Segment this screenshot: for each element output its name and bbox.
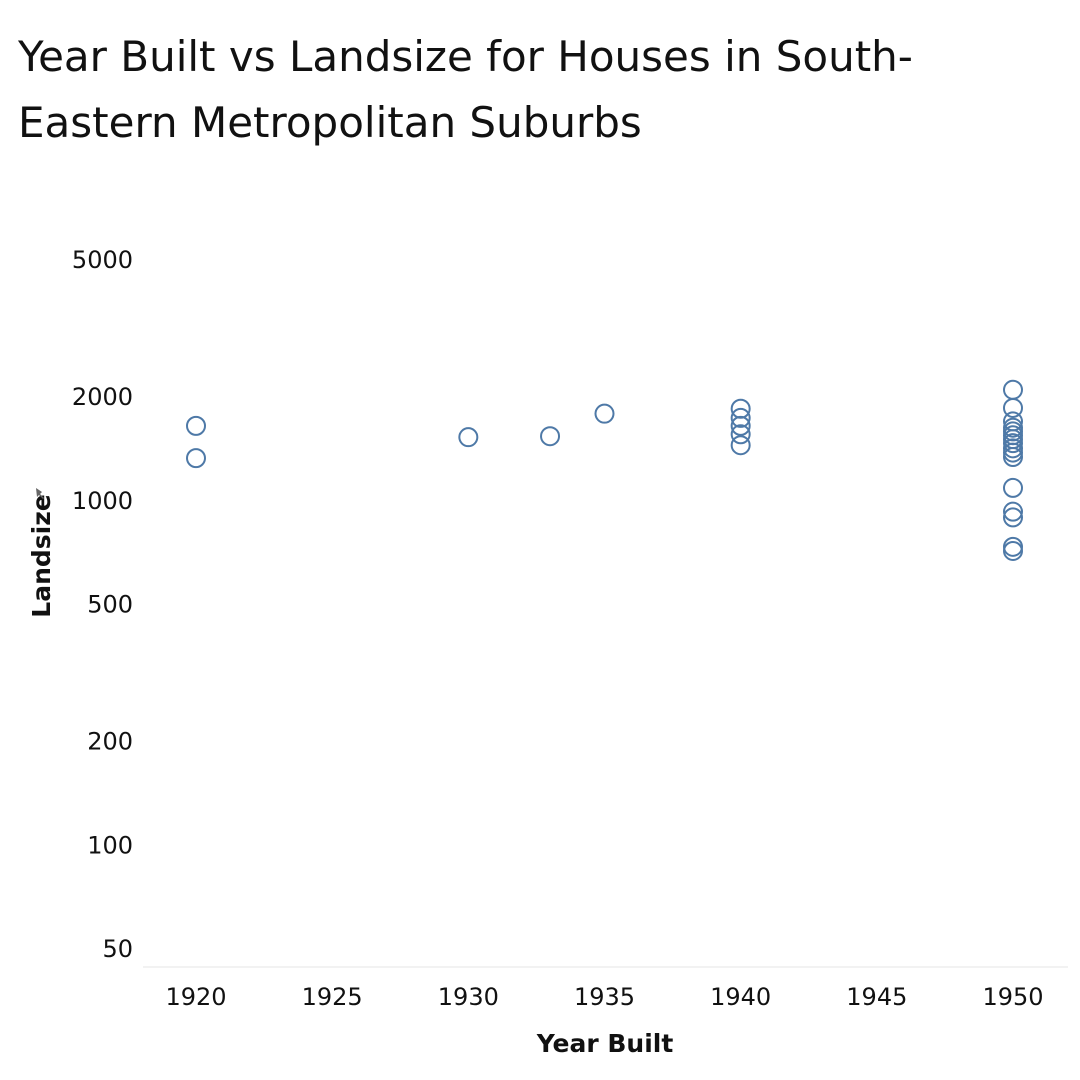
x-tick-label: 1920 <box>165 983 226 1011</box>
data-point[interactable] <box>458 427 479 448</box>
data-point[interactable] <box>1003 433 1023 454</box>
data-point[interactable] <box>186 415 206 436</box>
y-tick-label: 1000 <box>72 487 133 515</box>
x-tick-label: 1945 <box>846 983 907 1011</box>
x-axis-title: Year Built <box>536 1029 674 1058</box>
y-tick-label: 200 <box>87 728 133 756</box>
data-point[interactable] <box>594 403 615 424</box>
x-tick-label: 1925 <box>302 983 363 1011</box>
y-tick-label: 2000 <box>72 383 133 411</box>
data-point[interactable] <box>1003 379 1023 400</box>
data-point[interactable] <box>730 415 751 436</box>
y-axis-title-group: Landsize <box>27 494 56 617</box>
data-point[interactable] <box>540 426 561 447</box>
data-point[interactable] <box>1003 442 1023 463</box>
chart-title: Year Built vs Landsize for Houses in Sou… <box>18 32 913 147</box>
x-tick-label: 1930 <box>438 983 499 1011</box>
y-tick-label: 50 <box>102 935 133 963</box>
y-axis-ticks: 50 100 200 500 1000 2000 5000 <box>72 246 133 963</box>
y-tick-label: 500 <box>87 591 133 619</box>
data-points <box>186 379 1023 561</box>
data-point[interactable] <box>730 407 751 428</box>
x-axis-ticks: 1920 1925 1930 1935 1940 1945 1950 <box>165 983 1043 1011</box>
y-tick-label: 5000 <box>72 246 133 274</box>
y-axis-title: Landsize <box>27 494 56 617</box>
data-point[interactable] <box>1003 501 1023 522</box>
data-point[interactable] <box>1003 507 1023 528</box>
x-tick-label: 1950 <box>982 983 1043 1011</box>
y-tick-label: 100 <box>87 831 133 859</box>
x-tick-label: 1940 <box>710 983 771 1011</box>
data-point[interactable] <box>1003 447 1023 468</box>
data-point[interactable] <box>186 448 206 469</box>
data-point[interactable] <box>1003 397 1023 418</box>
pin-icon[interactable] <box>36 488 44 499</box>
data-point[interactable] <box>1003 477 1023 498</box>
data-point[interactable] <box>1003 540 1023 561</box>
data-point[interactable] <box>730 424 751 445</box>
data-point[interactable] <box>1003 536 1023 557</box>
x-tick-label: 1935 <box>574 983 635 1011</box>
data-point[interactable] <box>730 435 751 456</box>
